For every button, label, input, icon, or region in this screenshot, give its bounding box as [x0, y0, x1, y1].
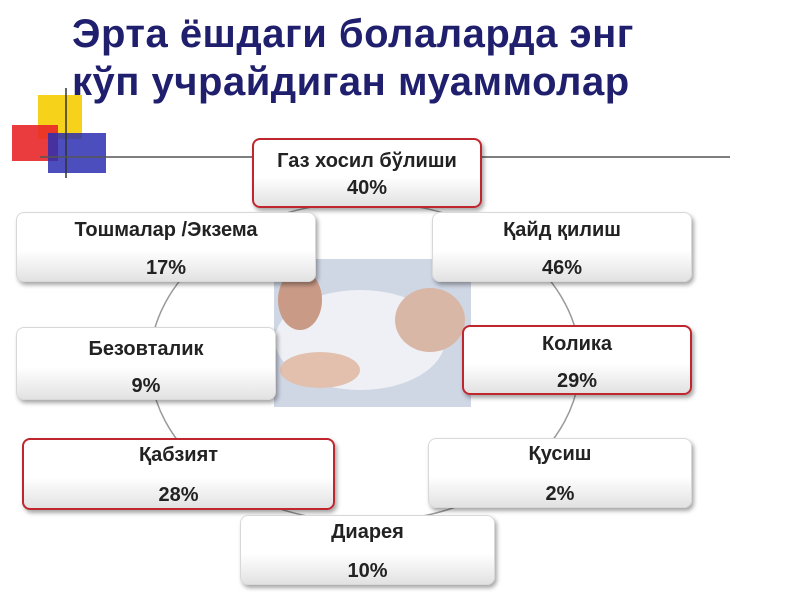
node-label: Тошмалар /Экзема	[74, 219, 258, 241]
node: Қусиш 2%	[428, 438, 692, 508]
node-label: Безовталик	[88, 338, 204, 360]
node-value: 28%	[158, 484, 199, 506]
title: Эрта ёшдаги болаларда энг кўп учрайдиган…	[72, 10, 792, 106]
node: Безовталик 9%	[16, 327, 276, 400]
deco-square	[48, 133, 106, 173]
node-value: 17%	[145, 257, 187, 279]
node-value: 46%	[541, 257, 583, 279]
node: Колика 29%	[462, 325, 692, 395]
node-label: Қусиш	[528, 443, 592, 465]
title-line: кўп учрайдиган муаммолар	[72, 60, 630, 104]
node-label: Қайд қилиш	[503, 219, 621, 241]
node: Диарея 10%	[240, 515, 495, 585]
node-value: 40%	[346, 177, 388, 199]
node-value: 10%	[347, 560, 388, 582]
node: Қайд қилиш 46%	[432, 212, 692, 282]
node: Қабзият 28%	[22, 438, 335, 510]
title-line: Эрта ёшдаги болаларда энг	[72, 12, 634, 56]
node-label: Қабзият	[138, 444, 219, 466]
node-value: 29%	[556, 370, 598, 392]
node: Газ хосил бўлиши 40%	[252, 138, 482, 208]
node-label: Диарея	[331, 521, 404, 543]
node-value: 2%	[545, 483, 575, 505]
node-value: 9%	[131, 375, 161, 397]
node: Тошмалар /Экзема 17%	[16, 212, 316, 282]
photo	[274, 259, 471, 407]
node-label: Газ хосил бўлиши	[277, 150, 457, 172]
node-label: Колика	[541, 333, 613, 355]
